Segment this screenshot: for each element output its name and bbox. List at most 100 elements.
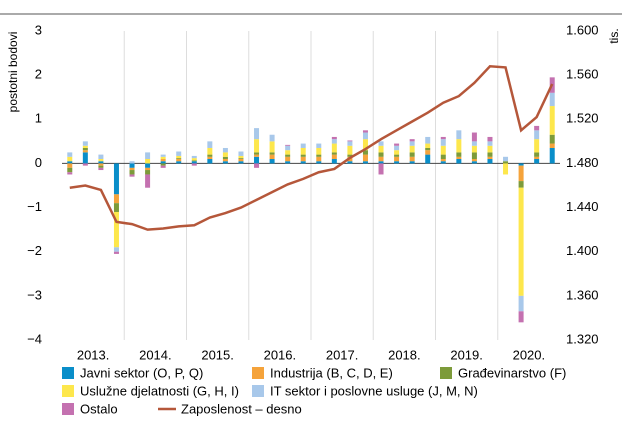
bar-segment [456,152,462,157]
bar-segment [487,136,493,142]
bar-segment [176,151,182,156]
y-tick-label: 3 [35,22,42,37]
bar-segment [471,141,477,146]
bar-segment [394,145,400,151]
bar-segment [67,172,73,175]
bar-segment [503,163,509,175]
bar-segment [425,150,431,155]
bar-segment [456,130,462,140]
bar-segment [113,251,119,254]
bar-segment [518,295,524,312]
bar-segment [440,136,446,140]
y-tick-label: −3 [27,287,42,302]
bar-segment [191,158,197,161]
bar-segment [394,161,400,164]
bar-segment [362,150,368,155]
legend-swatch [252,385,264,397]
y2-tick-label: 1.360 [566,287,599,302]
bar-segment [191,160,197,162]
bar-segment [113,194,119,204]
bar-segment [67,156,73,162]
bar-segment [129,167,135,171]
bar-segment [487,141,493,146]
bar-segment [409,161,415,164]
bar-segment [67,152,73,157]
x-tick-label: 2020. [513,347,546,362]
bar-segment [176,155,182,159]
bar-segment [534,159,540,164]
bar-segment [347,140,353,142]
bar-segment [207,141,213,148]
bar-segment [425,154,431,164]
legend-label: Uslužne djelatnosti (G, H, I) [80,383,239,398]
y2-tick-label: 1.600 [566,22,599,37]
y2-tick-label: 1.320 [566,331,599,346]
legend-label: Industrija (B, C, D, E) [270,365,393,380]
bar-segment [316,147,322,155]
bar-segment [82,147,88,151]
legend-label: Građevinarstvo (F) [458,365,566,380]
bar-segment [331,136,337,140]
bar-segment [82,150,88,153]
bar-segment [160,154,166,157]
x-tick-label: 2017. [326,347,359,362]
bar-segment [222,147,228,153]
y-axis-label: postotni bodovi [6,32,20,113]
bar-segment [487,152,493,157]
bar-segment [222,161,228,164]
bar-segment [98,159,104,162]
bar-segment [113,211,119,248]
bar-segment [254,163,260,168]
bar-segment [191,163,197,166]
bar-segment [331,143,337,153]
bar-segment [285,144,291,146]
bar-segment [207,156,213,160]
y-tick-label: 1 [35,111,42,126]
line [69,65,554,231]
bar-segment [82,141,88,146]
bar-segment [503,156,509,162]
bar-segment [471,159,477,162]
bar-segment [269,152,275,155]
bar-segment [456,139,462,153]
bar-segment [285,161,291,164]
bar-segment [285,145,291,151]
bar-segment [534,125,540,131]
bar-segment [471,161,477,164]
bar-segment [378,152,384,157]
bar-segment [503,161,509,164]
bar-segment [98,161,104,164]
bar-segment [425,143,431,148]
bar-segment [207,147,213,155]
bar-segment [191,155,197,159]
bar-segment [316,156,322,162]
bar-segment [145,170,151,175]
bar-segment [269,159,275,164]
bar-segment [160,156,166,160]
bar-segment [331,152,337,155]
bar-segment [67,161,73,164]
x-tick-label: 2016. [264,347,297,362]
bar-segment [98,167,104,171]
bar-segment [113,163,119,195]
bar-segment [549,147,555,164]
bar-segment [269,154,275,160]
bar-segment [549,106,555,135]
bar-segment [222,156,228,160]
bar-segment [549,143,555,148]
bar-segment [534,152,540,157]
bar-segment [285,156,291,162]
y2-tick-label: 1.480 [566,155,599,170]
bar-segment [456,159,462,164]
bar-segment [300,154,306,157]
bar-segment [160,163,166,166]
y-tick-label: 2 [35,67,42,82]
bar-segment [129,170,135,175]
bar-segment [285,154,291,157]
bar-segment [378,161,384,164]
y2-tick-label: 1.400 [566,243,599,258]
bar-segment [113,203,119,212]
bar-segment [394,154,400,157]
bar-segment [471,152,477,160]
legend-swatch [62,385,74,397]
